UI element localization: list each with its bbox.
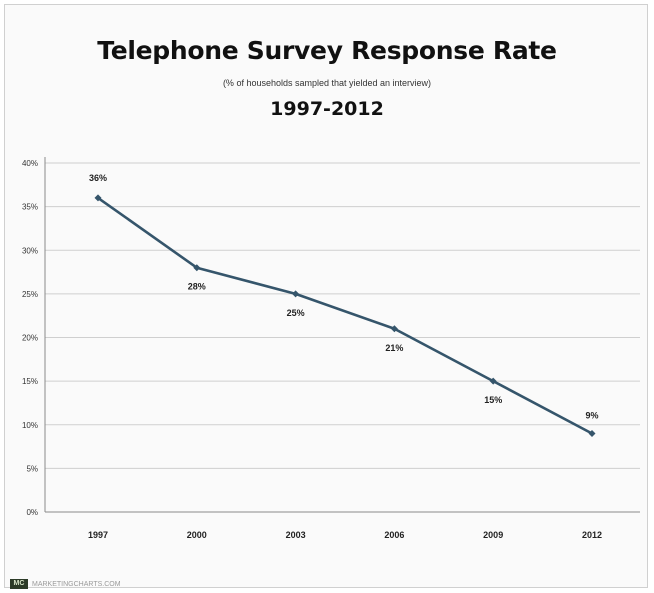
- y-tick-label: 10%: [22, 421, 38, 430]
- data-label: 36%: [89, 173, 107, 183]
- x-tick-label: 2009: [483, 530, 503, 540]
- data-label: 21%: [385, 343, 403, 353]
- axes: [44, 157, 640, 513]
- chart-frame: [4, 4, 648, 588]
- y-tick-label: 40%: [22, 159, 38, 168]
- y-tick-label: 35%: [22, 203, 38, 212]
- x-tick-label: 1997: [88, 530, 108, 540]
- data-label: 25%: [287, 308, 305, 318]
- source-text: MARKETINGCHARTS.COM: [32, 580, 121, 588]
- x-tick-label: 2000: [187, 530, 207, 540]
- series: [94, 194, 596, 437]
- data-point: [94, 194, 102, 202]
- data-point: [588, 429, 596, 437]
- x-axis-ticks: 1997 2000 2003 2006 2009 2012: [88, 530, 602, 540]
- x-tick-label: 2012: [582, 530, 602, 540]
- series-line: [96, 196, 594, 435]
- source-footer: MC MARKETINGCHARTS.COM: [10, 578, 121, 590]
- gridlines: [45, 162, 640, 469]
- x-tick-label: 2006: [384, 530, 404, 540]
- data-label: 15%: [484, 395, 502, 405]
- y-tick-label: 25%: [22, 290, 38, 299]
- chart-subtitle: (% of households sampled that yielded an…: [222, 78, 432, 88]
- data-point: [390, 325, 398, 333]
- x-tick-label: 2003: [286, 530, 306, 540]
- y-tick-label: 30%: [22, 246, 38, 255]
- data-labels: 36% 28% 25% 21% 15% 9%: [89, 173, 599, 421]
- y-tick-label: 5%: [26, 464, 38, 473]
- chart-title: Telephone Survey Response Rate: [97, 36, 557, 65]
- chart-date-range: 1997-2012: [270, 98, 384, 120]
- data-point: [193, 264, 201, 272]
- data-point: [489, 377, 497, 385]
- data-label: 28%: [188, 282, 206, 292]
- y-tick-label: 20%: [22, 334, 38, 343]
- y-tick-label: 15%: [22, 377, 38, 386]
- source-logo: MC: [10, 579, 28, 589]
- y-tick-label: 0%: [26, 508, 38, 517]
- y-axis-ticks: 0% 5% 10% 15% 20% 25% 30% 35% 40%: [22, 159, 38, 517]
- data-label: 9%: [585, 410, 598, 420]
- data-point: [292, 290, 300, 298]
